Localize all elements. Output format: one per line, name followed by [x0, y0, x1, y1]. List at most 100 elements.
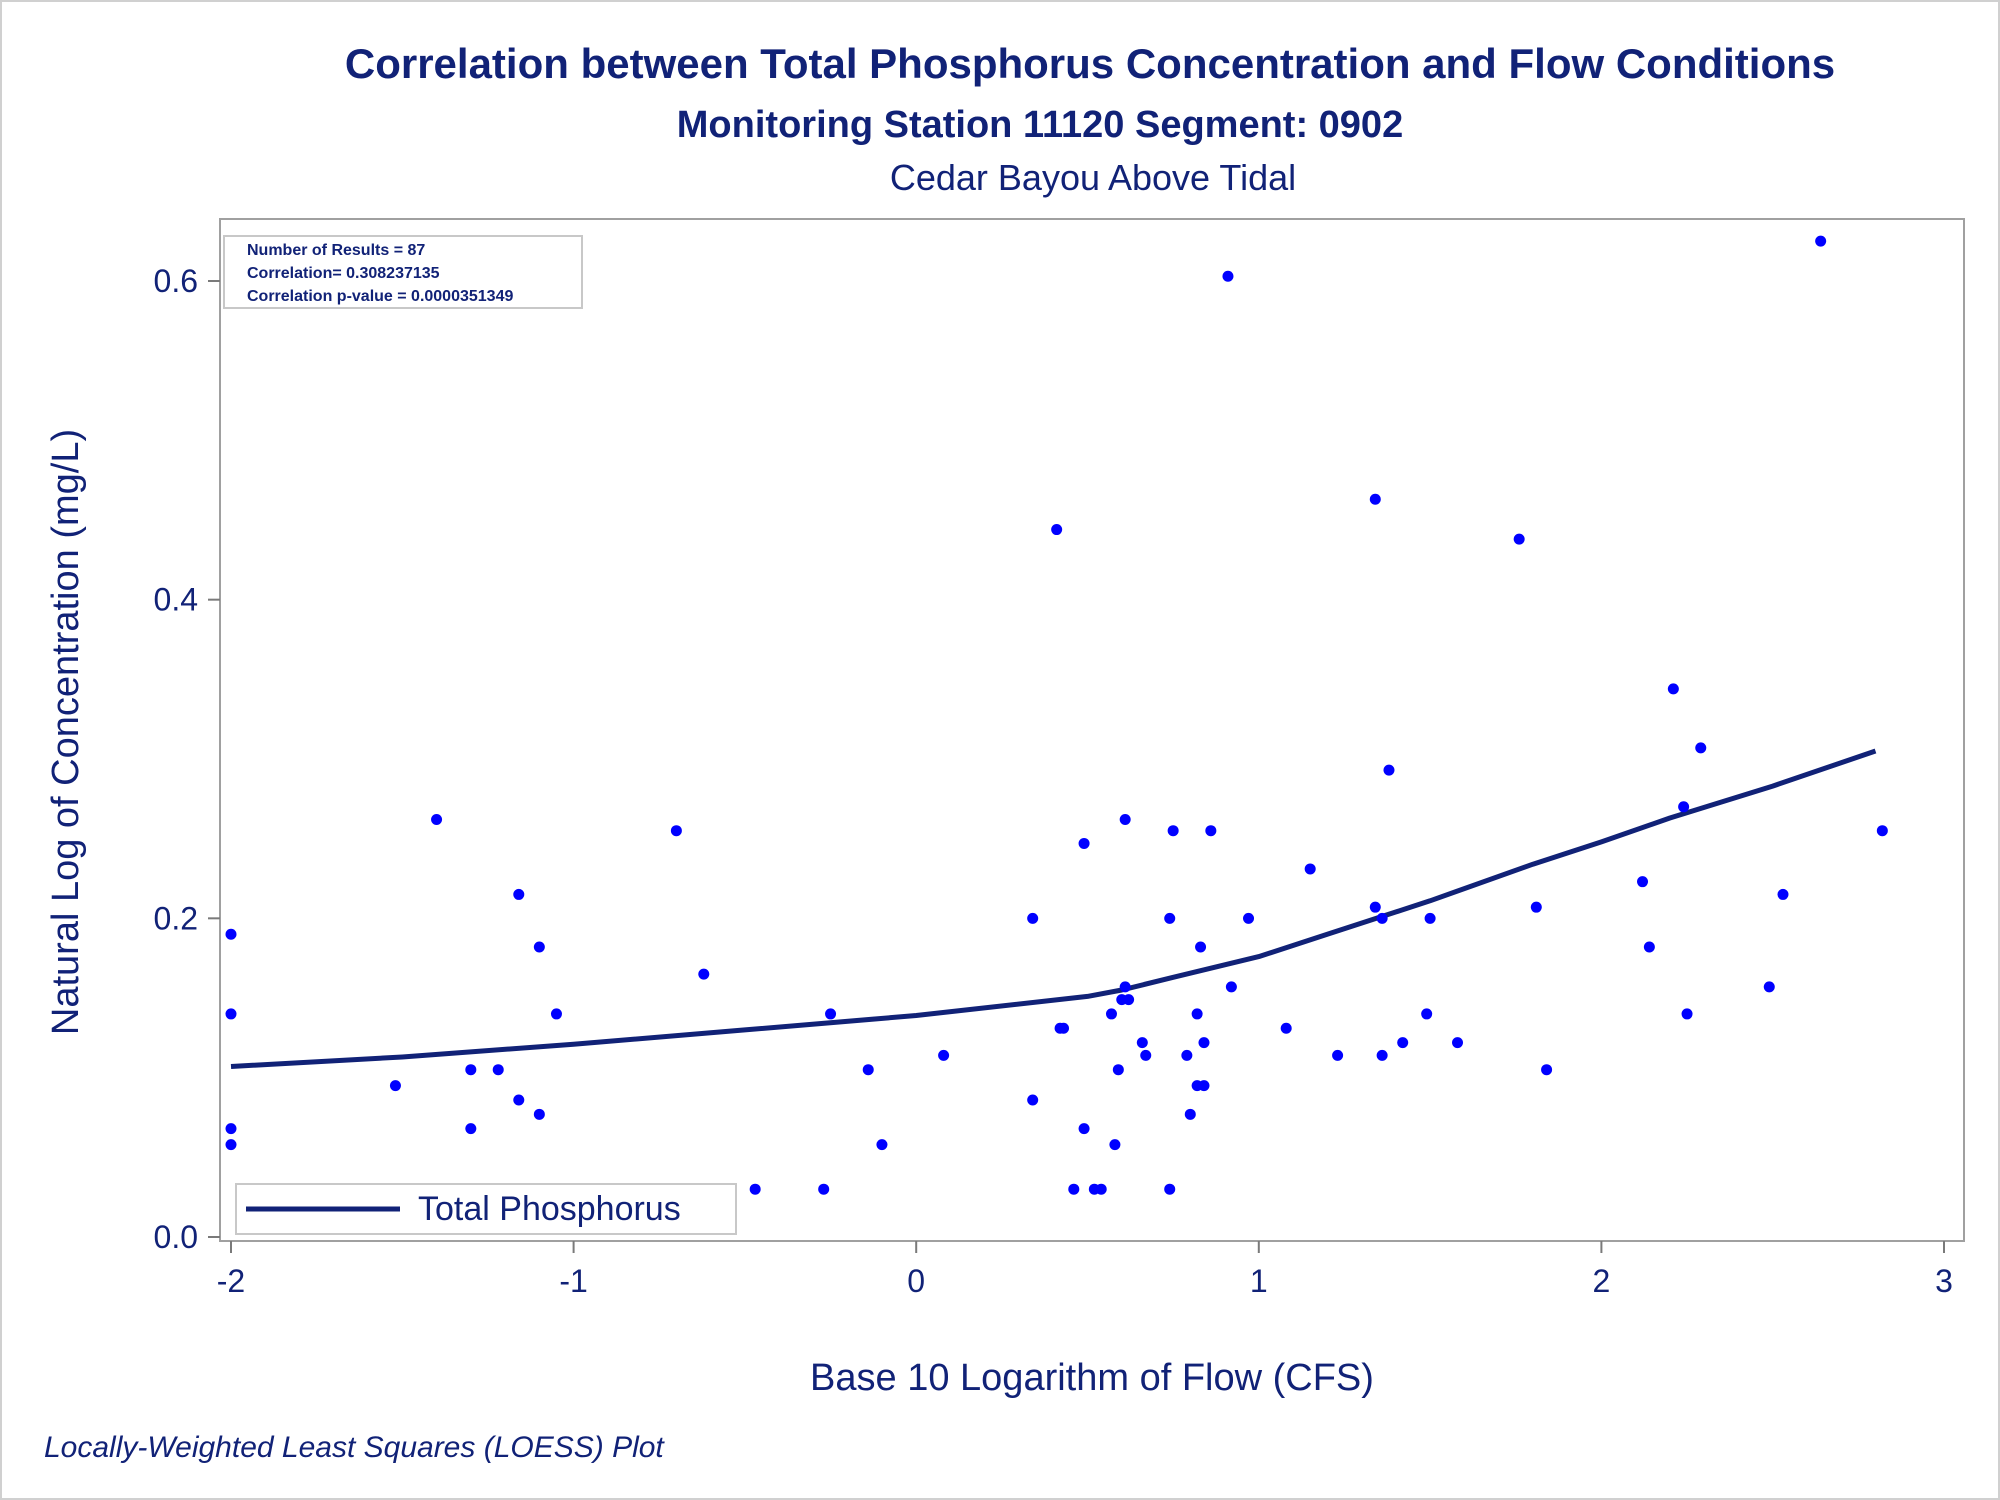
x-tick-label: 2: [1593, 1263, 1611, 1299]
data-point: [1184, 1108, 1196, 1120]
data-point: [1095, 1183, 1107, 1195]
data-point: [1243, 912, 1255, 924]
legend-label: Total Phosphorus: [418, 1190, 681, 1228]
data-point: [1678, 801, 1690, 813]
data-point: [1369, 901, 1381, 913]
x-axis: -2 -1 0 1 2 3: [217, 1241, 1953, 1299]
data-point: [1280, 1022, 1292, 1034]
data-point: [1027, 1094, 1039, 1106]
data-point: [1681, 1008, 1693, 1020]
data-point: [550, 1008, 562, 1020]
data-point: [1195, 941, 1207, 953]
data-point: [431, 814, 443, 826]
data-point: [1078, 837, 1090, 849]
stats-box: Number of Results = 87 Correlation= 0.30…: [223, 235, 583, 309]
data-point: [862, 1064, 874, 1076]
x-axis-label: Base 10 Logarithm of Flow (CFS): [810, 1357, 1374, 1399]
data-point: [1058, 1022, 1070, 1034]
x-tick-label: 3: [1935, 1263, 1953, 1299]
footnote: Locally-Weighted Least Squares (LOESS) P…: [44, 1431, 665, 1464]
data-point: [1541, 1064, 1553, 1076]
data-point: [670, 825, 682, 837]
data-point: [1119, 981, 1131, 993]
x-tick-label: -2: [217, 1263, 245, 1299]
data-point: [1383, 764, 1395, 776]
plot-area: [219, 218, 1965, 1242]
data-point: [1068, 1183, 1080, 1195]
data-point: [1332, 1049, 1344, 1061]
data-point: [533, 941, 545, 953]
stats-results: Number of Results = 87: [247, 242, 425, 259]
chart-subtitle: Monitoring Station 11120 Segment: 0902: [677, 104, 1403, 146]
data-point: [225, 928, 237, 940]
data-point: [1695, 742, 1707, 754]
data-point: [225, 1139, 237, 1151]
data-point: [938, 1049, 950, 1061]
data-point: [1421, 1008, 1433, 1020]
data-point: [1136, 1037, 1148, 1049]
data-point: [1304, 863, 1316, 875]
data-point: [513, 888, 525, 900]
data-point: [1452, 1037, 1464, 1049]
data-point: [1191, 1008, 1203, 1020]
chart-title: Correlation between Total Phosphorus Con…: [345, 40, 1835, 87]
data-point: [533, 1108, 545, 1120]
data-point: [1637, 876, 1649, 888]
data-point: [1667, 683, 1679, 695]
data-point: [1181, 1049, 1193, 1061]
loess-line: [230, 748, 1877, 1069]
y-tick-label: 0.2: [154, 900, 198, 936]
data-point: [225, 1123, 237, 1135]
data-point: [1164, 1183, 1176, 1195]
data-point: [1109, 1139, 1121, 1151]
data-point: [1225, 981, 1237, 993]
data-point: [513, 1094, 525, 1106]
data-point: [1205, 825, 1217, 837]
data-point: [1140, 1049, 1152, 1061]
data-point: [389, 1080, 401, 1092]
stats-pvalue: Correlation p-value = 0.0000351349: [247, 288, 513, 305]
y-tick-label: 0.6: [154, 263, 198, 299]
stats-correlation: Correlation= 0.308237135: [247, 265, 440, 282]
data-point: [1164, 912, 1176, 924]
data-point: [818, 1183, 830, 1195]
data-point: [1376, 912, 1388, 924]
data-point: [225, 1008, 237, 1020]
data-point: [1424, 912, 1436, 924]
data-point: [698, 968, 710, 980]
data-point: [1105, 1008, 1117, 1020]
data-point: [1530, 901, 1542, 913]
y-tick-label: 0.0: [154, 1219, 198, 1255]
data-point: [1777, 888, 1789, 900]
y-axis-label: Natural Log of Concentration (mg/L): [45, 429, 87, 1035]
scatter-points: [225, 235, 1888, 1195]
data-point: [1397, 1037, 1409, 1049]
x-tick-label: -1: [559, 1263, 587, 1299]
data-point: [1198, 1080, 1210, 1092]
legend: Total Phosphorus: [235, 1183, 737, 1235]
data-point: [1198, 1037, 1210, 1049]
data-point: [876, 1139, 888, 1151]
data-point: [1763, 981, 1775, 993]
data-point: [1369, 493, 1381, 505]
data-point: [492, 1064, 504, 1076]
data-point: [1167, 825, 1179, 837]
y-tick-label: 0.4: [154, 582, 198, 618]
stats-box-frame: [223, 235, 583, 309]
data-point: [1027, 912, 1039, 924]
data-point: [1876, 825, 1888, 837]
chart-subtitle-2: Cedar Bayou Above Tidal: [890, 157, 1296, 198]
data-point: [1513, 533, 1525, 545]
data-point: [1123, 994, 1135, 1006]
data-point: [1222, 270, 1234, 282]
data-point: [1119, 814, 1131, 826]
data-point: [465, 1123, 477, 1135]
y-axis: 0.0 0.2 0.4 0.6: [154, 263, 220, 1255]
data-point: [1643, 941, 1655, 953]
x-tick-label: 0: [907, 1263, 925, 1299]
data-point: [1051, 524, 1063, 536]
data-point: [1078, 1123, 1090, 1135]
data-point: [1815, 235, 1827, 247]
